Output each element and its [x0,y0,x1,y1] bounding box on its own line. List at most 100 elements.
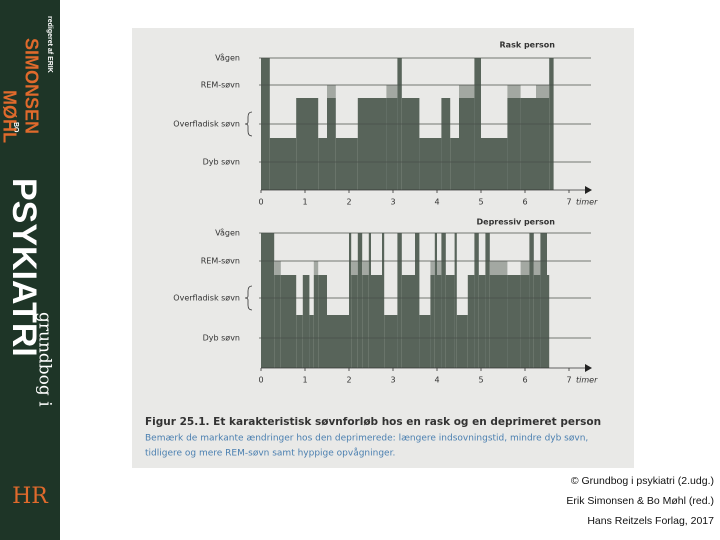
rem-segment [459,85,475,98]
rem-segment [507,85,521,98]
sleep-segment [382,233,385,368]
rem-segment [327,85,336,98]
chart-title: Rask person [500,41,556,50]
sleep-segment [540,233,547,368]
x-tick-label: 2 [346,376,351,385]
sleep-segment [327,315,349,368]
sleep-segment [401,275,415,368]
rem-segment [386,85,398,98]
x-axis-arrow [585,364,592,372]
caption-title: Figur 25.1. Et karakteristisk søvnforløb… [145,416,601,428]
caption-line: tidligere og mere REM-søvn samt hyppige … [145,448,395,459]
sleep-segment [280,275,297,368]
sleep-segment [318,275,327,368]
sleep-segment [318,138,327,190]
rem-segment [437,261,442,275]
rem-segment [520,261,530,275]
sleep-segment [445,275,455,368]
sleep-segment [478,275,486,368]
rem-segment [489,261,508,275]
credit-line: Erik Simonsen & Bo Møhl (red.) [566,495,714,507]
sleep-segment [368,233,371,368]
x-tick-label: 0 [258,198,263,207]
rem-segment [536,85,550,98]
sleep-segment [489,275,508,368]
sleep-segment [327,98,336,190]
caption-line: Bemærk de markante ændringer hos den dep… [145,434,588,444]
sleep-segment [371,275,382,368]
sleep-segment [450,138,459,190]
sleep-segment [419,138,442,190]
book-subtitle: grundbog i [35,312,55,407]
x-tick-label: 0 [258,376,263,385]
sleep-segment [434,233,437,368]
sleep-segment [533,275,541,368]
level-brace [244,111,253,137]
book-spine [0,0,60,540]
y-category-label: Vågen [215,228,240,238]
sleep-segment [437,275,442,368]
y-category-label: Overfladisk søvn [173,120,240,129]
y-category-label: Dyb søvn [203,158,240,167]
x-axis-label: timer [576,376,598,385]
sleep-segment [441,233,446,368]
sleep-segment [547,275,550,368]
sleep-segment [430,275,435,368]
sleep-segment [520,275,530,368]
x-tick-label: 4 [434,376,439,385]
y-category-label: Overfladisk søvn [173,294,240,303]
x-tick-label: 2 [346,198,351,207]
sleep-segment [335,138,358,190]
co-author-first: BO [12,122,19,133]
level-brace [244,285,253,311]
sleep-segment [296,315,303,368]
editor-note: redigeret af ERIK [46,16,53,73]
sleep-segment [357,98,387,190]
rem-segment [533,261,541,275]
x-tick-label: 6 [522,376,527,385]
sleep-segment [309,315,314,368]
author-name: SIMONSEN [21,38,41,134]
sleep-segment [296,98,319,190]
x-tick-label: 5 [478,376,483,385]
sleep-segment [467,275,475,368]
x-tick-label: 4 [434,198,439,207]
sleep-segment [261,233,275,368]
sleep-segment [401,98,420,190]
sleep-segment [529,233,534,368]
book-title: PSYKIATRI [5,178,43,357]
x-axis-label: timer [576,198,598,207]
sleep-segment [459,98,475,190]
sleep-segment [485,233,490,368]
sleep-segment [386,98,398,190]
sleep-segment [441,98,451,190]
chart-title: Depressiv person [477,218,556,227]
sleep-segment [419,315,431,368]
sleep-segment [269,138,297,190]
x-tick-label: 3 [390,198,395,207]
sleep-segment [313,275,319,368]
sleep-segment [520,98,536,190]
sleep-segment [481,138,508,190]
y-category-label: REM-søvn [201,81,240,90]
sleep-segment [507,275,521,368]
credit-line: © Grundbog i psykiatri (2.udg.) [571,475,714,487]
sleep-segment [351,275,358,368]
sleep-segment [349,233,352,368]
x-tick-label: 1 [302,198,307,207]
sleep-segment [357,233,363,368]
y-category-label: REM-søvn [201,257,240,266]
x-tick-label: 3 [390,376,395,385]
sleep-segment [302,275,310,368]
sleep-segment [362,275,369,368]
x-axis-arrow [585,186,592,194]
rem-segment [274,261,281,275]
sleep-segment [415,233,420,368]
y-category-label: Vågen [215,53,240,63]
sleep-segment [397,233,402,368]
x-tick-label: 1 [302,376,307,385]
sleep-segment [274,275,281,368]
x-tick-label: 7 [566,376,571,385]
